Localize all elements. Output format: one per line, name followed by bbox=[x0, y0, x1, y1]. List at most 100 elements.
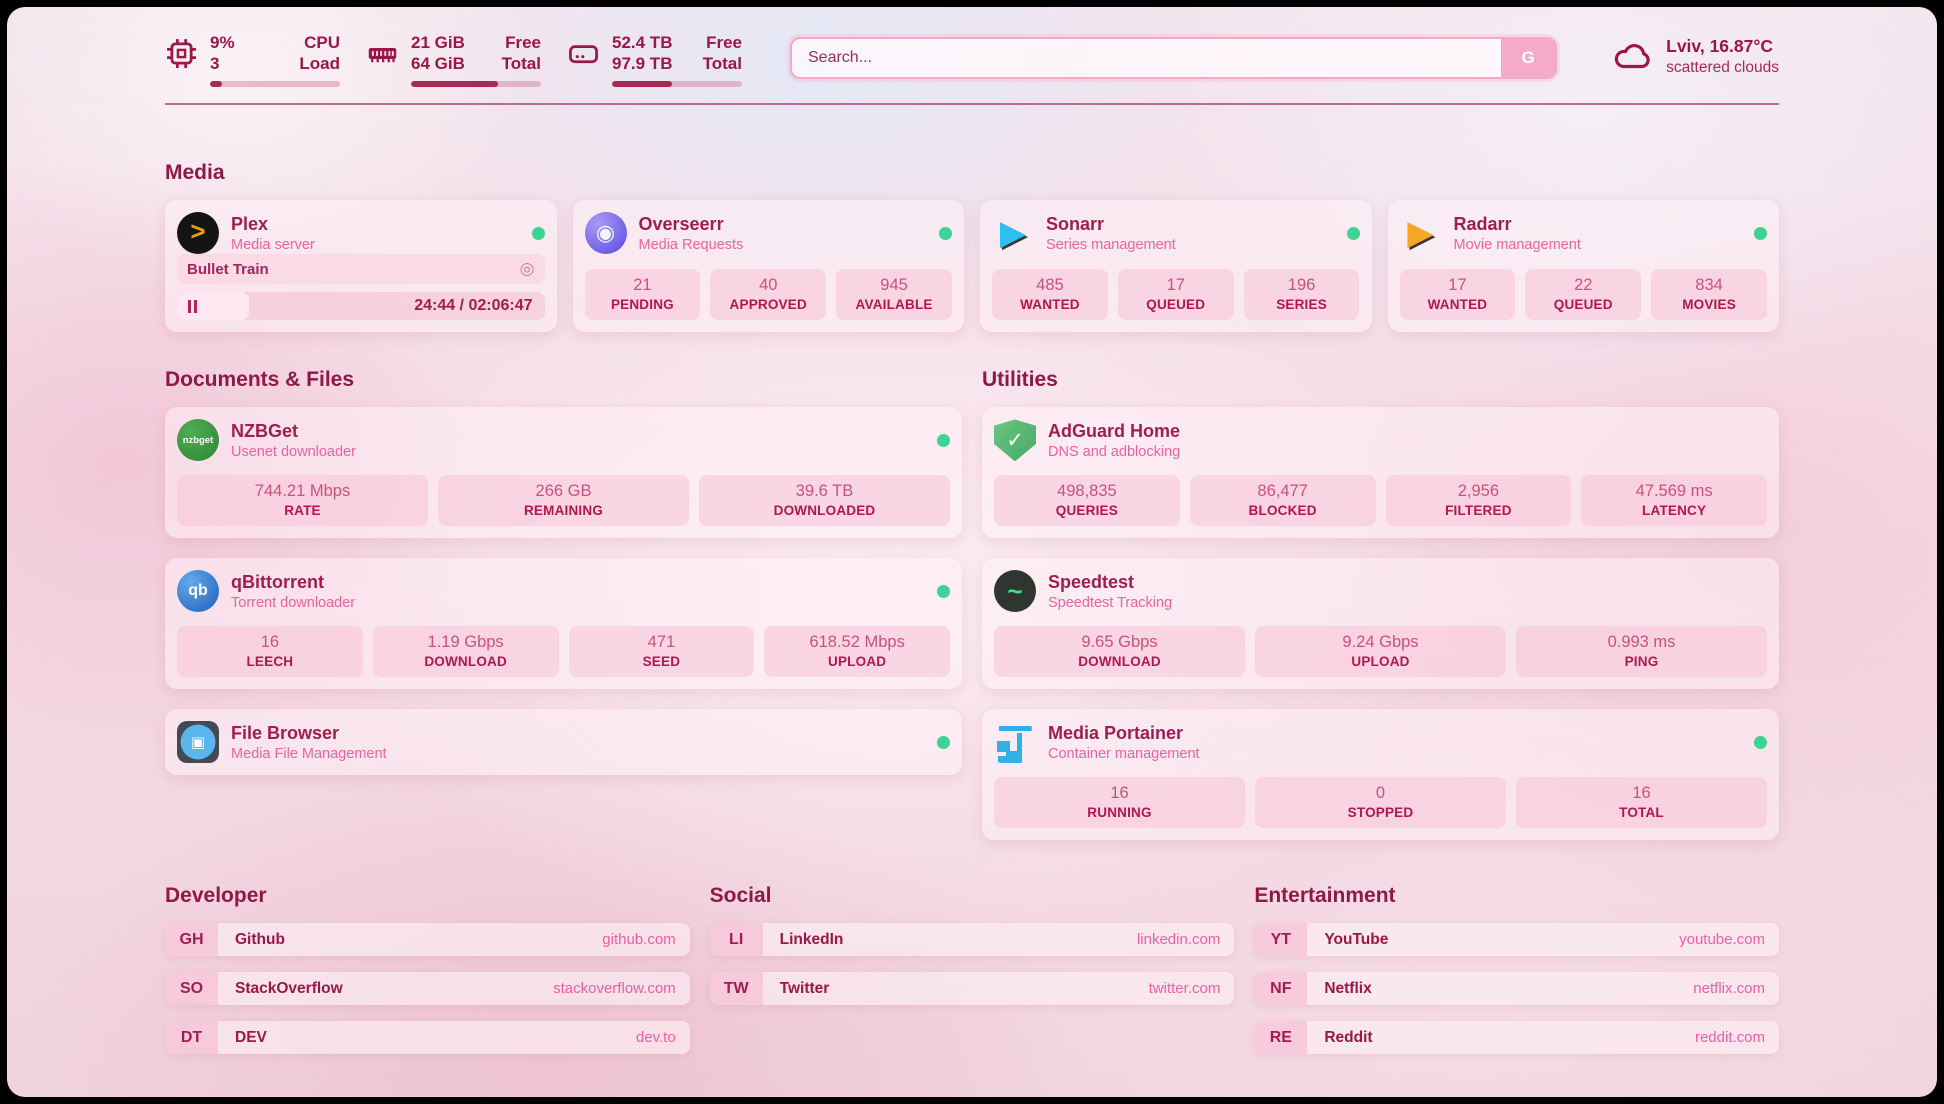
section-title-documents: Documents & Files bbox=[165, 368, 355, 392]
app-card-filebrowser[interactable]: ▣ File Browser Media File Management bbox=[165, 709, 962, 776]
bookmark-name: LinkedIn bbox=[779, 930, 844, 948]
bookmark-url: linkedin.com bbox=[1136, 931, 1221, 949]
bookmark-name: YouTube bbox=[1324, 930, 1389, 948]
cloud-icon bbox=[1614, 44, 1650, 69]
memory-total-value: 64 GiB bbox=[411, 53, 465, 73]
disk-free-label: Free bbox=[706, 33, 742, 52]
weather-location-temperature: Lviv, 16.87°C bbox=[1666, 35, 1773, 56]
disk-total-value: 97.9 TB bbox=[612, 53, 673, 73]
bookmark-github[interactable]: GH Github github.com bbox=[165, 923, 690, 957]
overseerr-icon: ◉ bbox=[584, 212, 627, 255]
stat-value: 471 bbox=[647, 633, 676, 652]
stat-label: RUNNING bbox=[1087, 805, 1152, 821]
stat-value: 945 bbox=[880, 276, 908, 295]
app-subtitle: DNS and adblocking bbox=[1048, 443, 1181, 460]
app-subtitle: Usenet downloader bbox=[231, 443, 356, 460]
utilities-card-stack: ✓ AdGuard Home DNS and adblocking 498,835 QU… bbox=[982, 407, 1779, 841]
stat-value: 16 bbox=[1632, 784, 1651, 803]
stat-download: 1.19 Gbps DOWNLOAD bbox=[372, 626, 559, 678]
bookmark-name: StackOverflow bbox=[235, 979, 343, 997]
stat-row: 17 WANTED 22 QUEUED 834 MOVIES bbox=[1399, 255, 1768, 321]
app-card-adguard[interactable]: ✓ AdGuard Home DNS and adblocking 498,835 QU… bbox=[982, 407, 1779, 539]
cpu-load-label: Load bbox=[299, 53, 340, 73]
disk-free-value: 52.4 TB bbox=[612, 33, 673, 52]
stat-label: BLOCKED bbox=[1248, 503, 1317, 519]
app-card-plex[interactable]: > Plex Media server Bullet Train ◎ 24:44 / 02… bbox=[165, 200, 557, 333]
search-engine-button[interactable]: G bbox=[1501, 39, 1556, 77]
stat-label: TOTAL bbox=[1619, 805, 1664, 821]
cpu-load-value: 3 bbox=[210, 53, 220, 73]
header-divider bbox=[165, 103, 1779, 106]
memory-total-label: Total bbox=[501, 53, 541, 73]
bookmark-name: Github bbox=[235, 930, 285, 948]
disk-icon bbox=[569, 45, 598, 64]
stat-downloaded: 39.6 TB DOWNLOADED bbox=[699, 475, 950, 527]
bookmark-name: Reddit bbox=[1324, 1028, 1373, 1046]
app-card-speedtest[interactable]: ~ Speedtest Speedtest Tracking 9.65 Gbps DOW… bbox=[982, 558, 1779, 690]
stat-value: 17 bbox=[1448, 276, 1467, 295]
stat-value: 16 bbox=[1110, 784, 1129, 803]
stat-available: 945 AVAILABLE bbox=[836, 269, 952, 321]
bookmark-url: dev.to bbox=[635, 1029, 676, 1047]
media-card-grid: > Plex Media server Bullet Train ◎ 24:44 / 02… bbox=[165, 200, 1779, 333]
bookmark-url: twitter.com bbox=[1148, 980, 1221, 998]
stat-row: 21 PENDING 40 APPROVED 945 AVAILABLE bbox=[584, 255, 953, 321]
stat-value: 618.52 Mbps bbox=[809, 633, 905, 652]
bookmark-twitter[interactable]: TW Twitter twitter.com bbox=[709, 972, 1235, 1006]
stat-row: 16 RUNNING 0 STOPPED 16 TOTAL bbox=[994, 763, 1767, 829]
nzbget-icon: nzbget bbox=[177, 419, 219, 462]
filebrowser-icon: ▣ bbox=[177, 721, 219, 764]
bookmark-abbr: TW bbox=[709, 972, 763, 1006]
weather-widget: Lviv, 16.87°C scattered clouds bbox=[1611, 35, 1779, 77]
app-card-radarr[interactable]: ▶ Radarr Movie management 17 WANTED 22 QUEUED 8… bbox=[1387, 200, 1779, 333]
player-time: 24:44 / 02:06:47 bbox=[414, 297, 533, 315]
stat-value: 86,477 bbox=[1257, 482, 1308, 501]
app-subtitle: Torrent downloader bbox=[231, 594, 356, 611]
bookmark-stackoverflow[interactable]: SO StackOverflow stackoverflow.com bbox=[165, 972, 690, 1006]
stat-label: WANTED bbox=[1020, 297, 1080, 313]
bookmark-url: stackoverflow.com bbox=[553, 980, 676, 998]
stat-wanted: 17 WANTED bbox=[1399, 269, 1516, 321]
portainer-crane-icon bbox=[994, 721, 1036, 764]
stat-value: 16 bbox=[260, 633, 280, 652]
stat-label: PENDING bbox=[610, 297, 674, 313]
bookmark-abbr: DT bbox=[165, 1021, 218, 1055]
app-card-overseerr[interactable]: ◉ Overseerr Media Requests 21 PENDING 40 APPRO… bbox=[572, 200, 964, 333]
app-title: Radarr bbox=[1453, 213, 1512, 234]
stat-download: 9.65 Gbps DOWNLOAD bbox=[994, 626, 1245, 678]
bookmark-netflix[interactable]: NF Netflix netflix.com bbox=[1254, 972, 1779, 1006]
bookmark-reddit[interactable]: RE Reddit reddit.com bbox=[1254, 1021, 1779, 1055]
bookmark-name: Twitter bbox=[779, 979, 830, 997]
bookmark-linkedin[interactable]: LI LinkedIn linkedin.com bbox=[709, 923, 1235, 957]
bookmark-name: DEV bbox=[235, 1028, 267, 1046]
bookmark-dev[interactable]: DT DEV dev.to bbox=[165, 1021, 690, 1055]
app-title: Overseerr bbox=[638, 213, 724, 234]
section-title-social: Social bbox=[709, 884, 772, 908]
section-title-media: Media bbox=[165, 161, 225, 185]
link-section-entertainment: Entertainment YT YouTube youtube.com NF Netfl… bbox=[1254, 884, 1779, 1055]
status-dot bbox=[1346, 226, 1360, 240]
bookmark-youtube[interactable]: YT YouTube youtube.com bbox=[1254, 923, 1779, 957]
stat-value: 0.993 ms bbox=[1607, 633, 1676, 652]
app-card-portainer[interactable]: Media Portainer Container management 16 RUN… bbox=[982, 709, 1779, 841]
stat-blocked: 86,477 BLOCKED bbox=[1189, 475, 1376, 527]
stat-label: SERIES bbox=[1276, 297, 1327, 313]
stat-stopped: 0 STOPPED bbox=[1255, 777, 1506, 829]
stat-value: 266 GB bbox=[535, 482, 592, 501]
stat-value: 485 bbox=[1036, 276, 1064, 295]
stat-value: 17 bbox=[1166, 276, 1185, 295]
search-bar: G bbox=[790, 37, 1558, 79]
bookmark-name: Netflix bbox=[1324, 979, 1372, 997]
memory-free-value: 21 GiB bbox=[411, 33, 465, 52]
stat-pending: 21 PENDING bbox=[584, 269, 701, 321]
bookmark-abbr: GH bbox=[165, 923, 218, 957]
bookmark-abbr: RE bbox=[1254, 1021, 1308, 1055]
stat-leech: 16 LEECH bbox=[177, 626, 363, 678]
app-card-qbittorrent[interactable]: qb qBittorrent Torrent downloader 16 LEECH 1.… bbox=[165, 558, 962, 690]
stat-queries: 498,835 QUERIES bbox=[994, 475, 1180, 527]
app-card-nzbget[interactable]: nzbget NZBGet Usenet downloader 744.21 Mbps… bbox=[165, 407, 962, 539]
search-input[interactable] bbox=[808, 49, 1556, 67]
ram-icon bbox=[368, 48, 397, 63]
app-card-sonarr[interactable]: ▶ Sonarr Series management 485 WANTED 17 QUEUE… bbox=[980, 200, 1372, 333]
bookmark-abbr: LI bbox=[709, 923, 763, 957]
